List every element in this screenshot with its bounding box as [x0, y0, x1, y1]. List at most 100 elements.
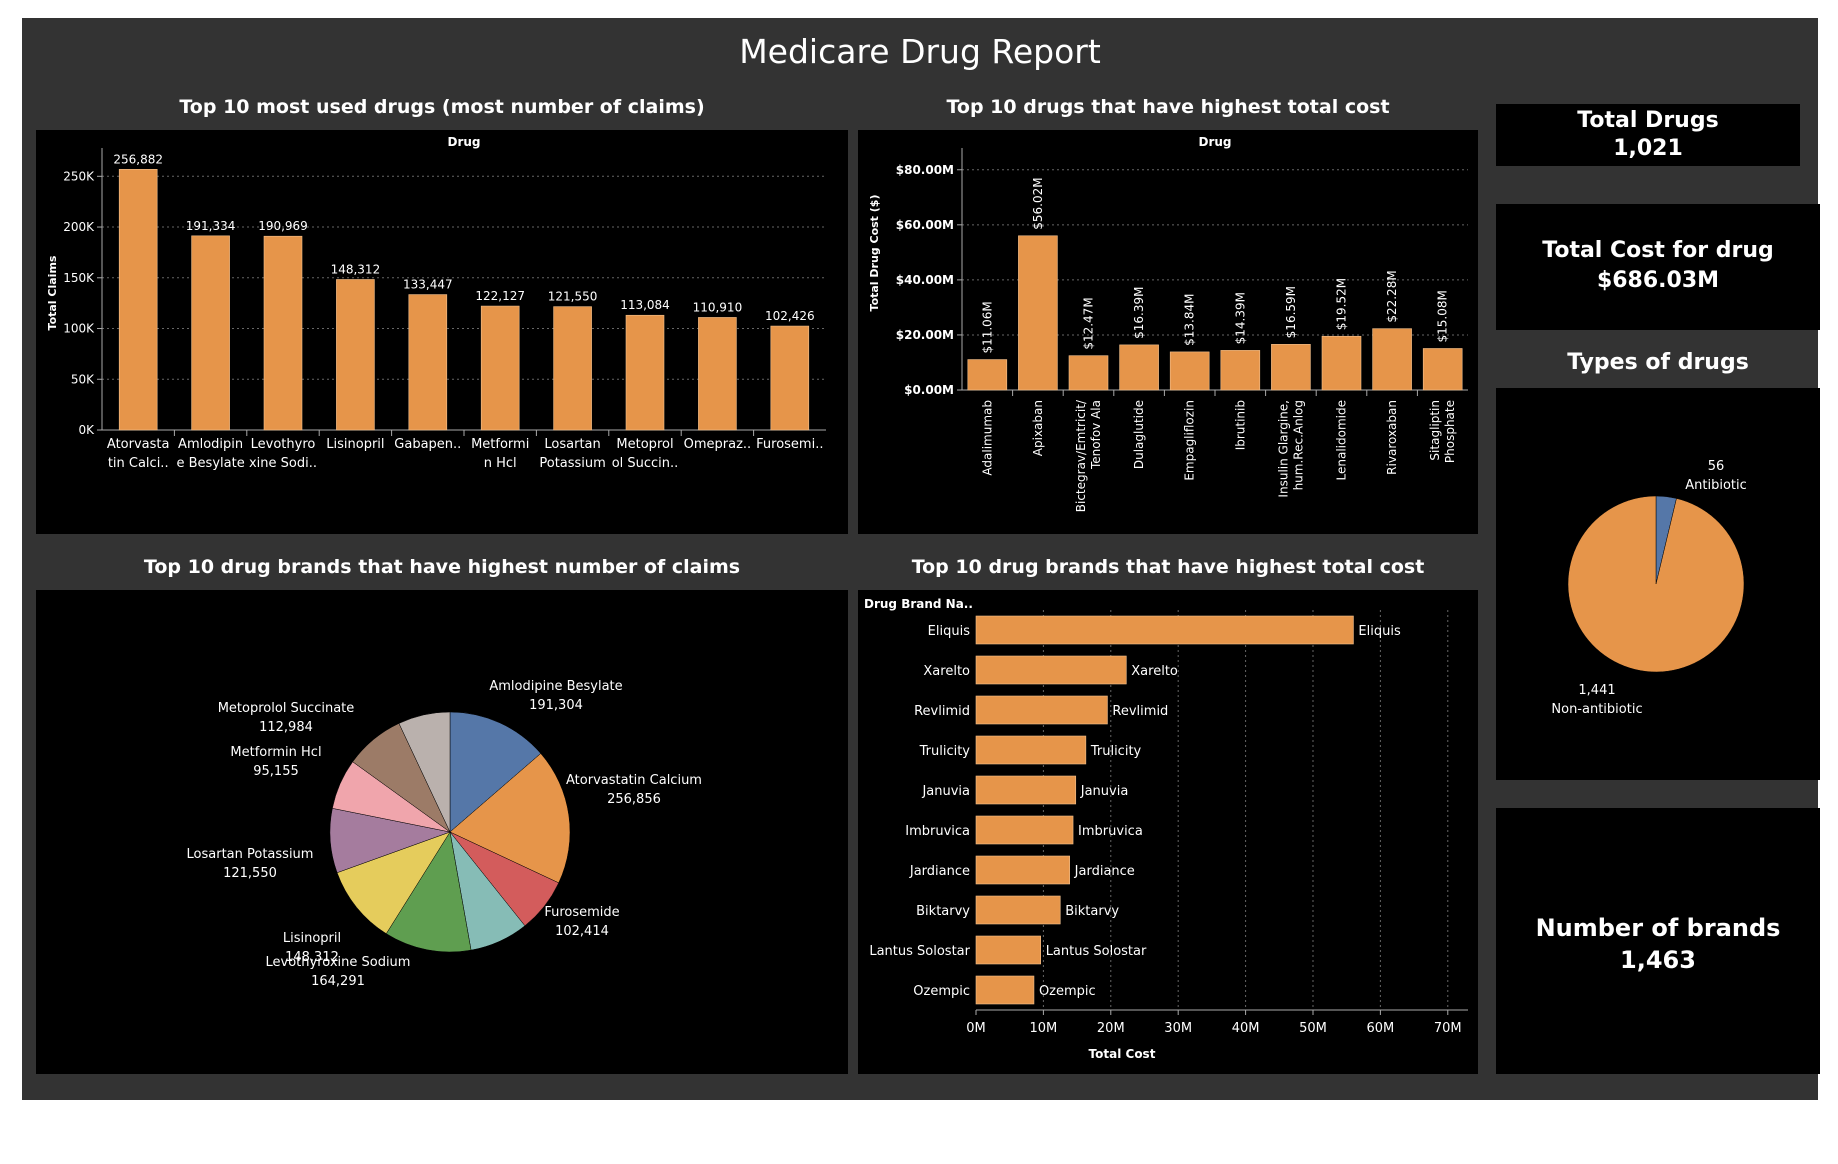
y-tick-label: 0K [78, 423, 95, 437]
x-tick-label: Ibrutinib [1233, 400, 1247, 450]
x-tick-label: Sitagliptin [1428, 400, 1442, 461]
bar-value-label: $16.59M [1284, 286, 1298, 338]
types-title: Types of drugs [1567, 350, 1749, 375]
x-tick-label: Gabapen.. [394, 437, 461, 452]
brand-cost-panel[interactable]: Drug Brand Na.. 0M 10M 20M 30M 40M 50M 60M 70M To… [858, 590, 1478, 1074]
pie-slice-non-antibiotic [1567, 495, 1745, 673]
bar-label: Lantus Solostar [1046, 944, 1147, 959]
y-tick-label: Ozempic [913, 984, 970, 999]
total-drugs-label: Total Drugs [1577, 108, 1719, 133]
bar [553, 306, 592, 431]
bar [770, 325, 810, 431]
bar-value-label: $15.08M [1436, 290, 1450, 342]
y-tick-label: 200K [63, 220, 95, 234]
pie-value-label: 95,155 [253, 764, 299, 779]
x-axis-header: Drug [1198, 135, 1231, 149]
bar-value-label: $14.39M [1233, 292, 1247, 344]
x-axis-title: Total Cost [1089, 1047, 1156, 1061]
bar-value-label: 122,127 [475, 289, 525, 303]
pie-value-label: 112,984 [259, 720, 313, 735]
pie-slice [336, 831, 451, 935]
y-tick-label: 50K [71, 372, 95, 386]
bar-value-label: $12.47M [1082, 297, 1096, 349]
y-tick-label: Trulicity [919, 744, 971, 759]
pie-label: Metformin Hcl [230, 745, 321, 760]
brands-card: Number of brands 1,463 [1496, 808, 1820, 1074]
bar [118, 169, 158, 431]
claims-bar-chart[interactable]: Drug Total Claims 0K 50K 100K 150K 200K 250K 256… [36, 130, 848, 534]
y-tick-label: Januvia [921, 784, 970, 799]
cost-bar-chart[interactable]: Drug Total Drug Cost ($) $0.00M $20.00M $40.… [858, 130, 1478, 534]
total-cost-card: Total Cost for drug $686.03M [1496, 204, 1820, 330]
pie-label: Levothyroxine Sodium [266, 955, 411, 970]
bar-label: Revlimid [1112, 704, 1168, 719]
cost-chart-panel[interactable]: Drug Total Drug Cost ($) $0.00M $20.00M $40.… [858, 130, 1478, 534]
bar-value-label: 190,969 [258, 219, 308, 233]
bar [698, 317, 737, 431]
pie-label: Atorvastatin Calcium [566, 773, 702, 788]
bar [975, 775, 1077, 805]
x-tick-label: 10M [1030, 1021, 1058, 1036]
brand-claims-pie-chart[interactable]: Amlodipine Besylate 191,304 Atorvastatin C… [36, 590, 848, 1074]
pie-value-label: 121,550 [223, 866, 277, 881]
bar [263, 235, 303, 431]
claims-chart-panel[interactable]: Drug Total Claims 0K 50K 100K 150K 200K 250K 256… [36, 130, 848, 534]
y-tick-label: $0.00M [904, 383, 954, 397]
x-tick-label: Rivaroxaban [1385, 400, 1399, 475]
bar-value-label: 148,312 [331, 262, 381, 276]
bar [1372, 328, 1412, 391]
pie-value-label: 148,312 [285, 950, 339, 965]
bar-label: Trulicity [1090, 744, 1142, 759]
drug-types-pie-chart[interactable]: 56 Antibiotic 1,441 Non-antibiotic [1496, 388, 1820, 780]
x-tick-label: hum.Rec.Anlog [1291, 400, 1305, 490]
x-tick-label: Levothyro [251, 437, 316, 452]
y-tick-label: Jardiance [909, 864, 970, 879]
y-tick-label: $40.00M [896, 273, 954, 287]
bar [975, 615, 1354, 645]
pie-slice [385, 831, 472, 953]
bar [1119, 344, 1159, 391]
x-tick-label: Furosemi.. [756, 437, 823, 452]
x-tick-label: Insulin Glargine, [1276, 400, 1290, 498]
bar-value-label: $19.52M [1335, 278, 1349, 330]
x-tick-label: 0M [966, 1021, 986, 1036]
y-tick-label: Eliquis [928, 624, 971, 639]
bar [975, 935, 1042, 965]
bar-value-label: 110,910 [693, 300, 743, 314]
pie-label: Antibiotic [1685, 478, 1747, 493]
bar [625, 314, 665, 431]
x-tick-label: Metoprol [616, 437, 673, 452]
bar [1271, 344, 1311, 391]
bar-label: Januvia [1080, 784, 1129, 799]
total-cost-label: Total Cost for drug [1542, 238, 1774, 263]
total-drugs-card: Total Drugs 1,021 [1496, 104, 1800, 166]
bar-value-label: $16.39M [1132, 287, 1146, 339]
types-panel[interactable]: 56 Antibiotic 1,441 Non-antibiotic [1496, 388, 1820, 780]
x-tick-label: Metformi [471, 437, 529, 452]
total-cost-value: $686.03M [1596, 268, 1720, 293]
bar-label: Eliquis [1358, 624, 1401, 639]
pie-label: Lisinopril [283, 931, 341, 946]
x-tick-label: Apixaban [1031, 400, 1045, 456]
pie-value-label: 164,291 [311, 974, 365, 989]
bar [1321, 335, 1362, 391]
bar-label: Xarelto [1131, 664, 1178, 679]
pie-label: Losartan Potassium [187, 847, 314, 862]
bar-label: Biktarvy [1065, 904, 1119, 919]
brand-cost-bar-chart[interactable]: Drug Brand Na.. 0M 10M 20M 30M 40M 50M 60M 70M To… [858, 590, 1478, 1074]
x-tick-label: Atorvasta [107, 437, 170, 452]
y-tick-label: 100K [63, 322, 95, 336]
x-tick-label: Omepraz.. [684, 437, 752, 452]
x-tick-label: 20M [1097, 1021, 1125, 1036]
x-tick-label: Empagliflozin [1183, 400, 1197, 481]
bar-value-label: $22.28M [1385, 270, 1399, 322]
bar-value-label: $13.84M [1183, 294, 1197, 346]
bar [975, 975, 1035, 1005]
claims-chart-title: Top 10 most used drugs (most number of c… [179, 96, 705, 118]
brand-claims-panel[interactable]: Amlodipine Besylate 191,304 Atorvastatin C… [36, 590, 848, 1074]
pie-label: Non-antibiotic [1551, 702, 1642, 717]
y-tick-label: 150K [63, 271, 95, 285]
bar-label: Ozempic [1039, 984, 1096, 999]
pie-label: Amlodipine Besylate [489, 679, 622, 694]
bar [975, 815, 1074, 845]
